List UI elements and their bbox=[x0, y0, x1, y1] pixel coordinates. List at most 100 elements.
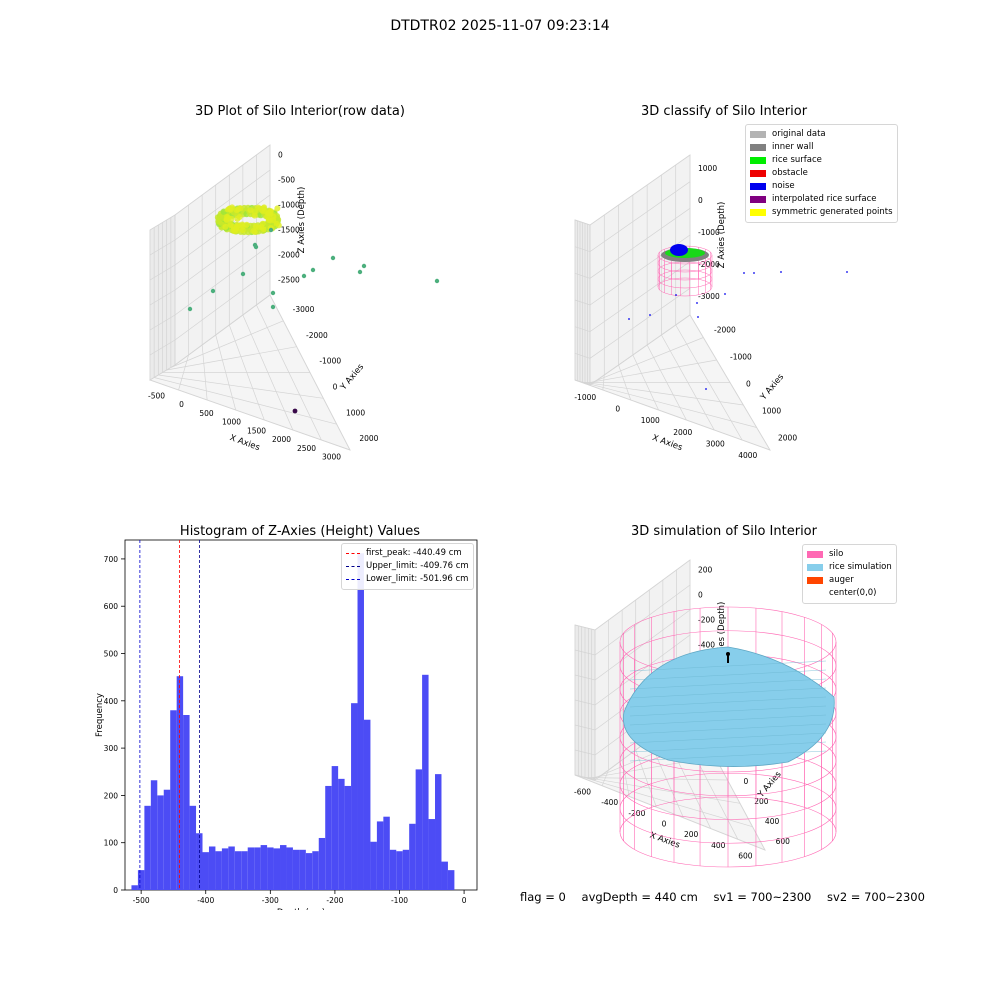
flag-text: flag = 0 bbox=[520, 890, 566, 904]
histogram-bar bbox=[190, 806, 196, 890]
y-axis-label: Y Axies bbox=[756, 769, 784, 800]
outlier-point bbox=[188, 307, 192, 311]
legend-interpolated: interpolated rice surface bbox=[750, 193, 893, 206]
outlier-point bbox=[293, 409, 298, 414]
rice-point bbox=[252, 229, 258, 235]
histogram-bar bbox=[131, 885, 137, 890]
y-tick-label: 0 bbox=[333, 382, 338, 391]
x-axis-label: X Axies bbox=[228, 433, 261, 453]
noise-point bbox=[628, 318, 630, 320]
histogram-bar bbox=[364, 720, 370, 890]
outlier-point bbox=[271, 305, 275, 309]
x-tick-label: 400 bbox=[711, 841, 726, 850]
y-tick-label: -2000 bbox=[306, 331, 328, 340]
legend-noise: noise bbox=[750, 180, 893, 193]
noise-point bbox=[696, 302, 698, 304]
y-tick-label: 2000 bbox=[359, 434, 378, 443]
x-tick-label: -1000 bbox=[574, 393, 596, 402]
legend-original: original data bbox=[750, 128, 893, 141]
outlier-point bbox=[311, 268, 315, 272]
histogram-bar bbox=[209, 846, 215, 890]
y-tick-label: 1000 bbox=[762, 407, 781, 416]
rice-point bbox=[234, 216, 240, 222]
center-marker bbox=[726, 652, 730, 656]
noise-point bbox=[697, 316, 699, 318]
panel4-3d-simulation: -600-400-2000200400600-600-400-200020040… bbox=[500, 530, 1000, 890]
rice-point bbox=[237, 206, 243, 212]
noise-point bbox=[753, 272, 755, 274]
histogram-bar bbox=[151, 780, 157, 890]
histogram-bar bbox=[138, 870, 144, 890]
y-tick-label: 0 bbox=[746, 380, 751, 389]
outlier-point bbox=[331, 256, 335, 260]
y-tick-label: -1000 bbox=[319, 357, 341, 366]
y-tick-label: 100 bbox=[104, 839, 119, 848]
rice-point bbox=[240, 224, 246, 230]
outlier-point bbox=[362, 264, 366, 268]
legend-lower-limit: Lower_limit: -501.96 cm bbox=[346, 573, 469, 586]
noise-point bbox=[846, 271, 848, 273]
y-tick-label: 400 bbox=[104, 697, 119, 706]
z-tick-label: 0 bbox=[278, 151, 283, 160]
histogram-bar bbox=[409, 824, 415, 890]
histogram-bar bbox=[416, 769, 422, 890]
rice-point bbox=[268, 211, 274, 217]
z-tick-label: -3000 bbox=[698, 292, 720, 301]
histogram-bar bbox=[345, 786, 351, 890]
noise-point bbox=[724, 293, 726, 295]
y-tick-label: 600 bbox=[104, 602, 119, 611]
x-tick-label: 0 bbox=[615, 405, 620, 414]
y-tick-label: 500 bbox=[104, 650, 119, 659]
rice-point bbox=[276, 222, 282, 228]
outlier-point bbox=[271, 291, 275, 295]
z-tick-label: 0 bbox=[698, 196, 703, 205]
x-tick-label: 600 bbox=[738, 852, 753, 861]
noise-points bbox=[670, 244, 688, 256]
panel2-legend: original data inner wall rice surface ob… bbox=[745, 124, 898, 223]
legend-symmetric: symmetric generated points bbox=[750, 206, 893, 219]
x-tick-label: -400 bbox=[601, 798, 618, 807]
x-tick-label: 0 bbox=[662, 820, 667, 829]
panel3-legend: first_peak: -440.49 cm Upper_limit: -409… bbox=[341, 543, 474, 590]
histogram-bar bbox=[325, 786, 331, 890]
x-tick-label: 4000 bbox=[738, 451, 757, 460]
y-tick-label: 0 bbox=[744, 777, 749, 786]
y-tick-label: 400 bbox=[765, 817, 780, 826]
legend-rice-simulation: rice simulation bbox=[807, 561, 892, 574]
histogram-bar bbox=[358, 553, 364, 890]
x-axis-label: Depth (cm) bbox=[277, 908, 325, 910]
legend-first-peak: first_peak: -440.49 cm bbox=[346, 547, 469, 560]
x-tick-label: -100 bbox=[391, 896, 408, 905]
z-tick-label: -200 bbox=[698, 616, 715, 625]
outlier-point bbox=[211, 289, 215, 293]
y-tick-label: 2000 bbox=[778, 434, 797, 443]
rice-point bbox=[227, 206, 233, 212]
histogram-bar bbox=[241, 851, 247, 890]
x-tick-label: -500 bbox=[148, 391, 165, 400]
noise-point bbox=[780, 271, 782, 273]
histogram-bar bbox=[170, 710, 176, 890]
legend-rice-surface: rice surface bbox=[750, 154, 893, 167]
x-tick-label: 500 bbox=[199, 409, 214, 418]
histogram-bar bbox=[203, 852, 209, 890]
histogram-bar bbox=[144, 806, 150, 890]
y-tick-label: 300 bbox=[104, 744, 119, 753]
y-tick-label: 0 bbox=[113, 886, 118, 895]
x-tick-label: -400 bbox=[197, 896, 214, 905]
rice-point bbox=[261, 204, 267, 210]
x-tick-label: -300 bbox=[262, 896, 279, 905]
x-tick-label: 2000 bbox=[272, 435, 291, 444]
x-tick-label: 3000 bbox=[706, 440, 725, 449]
y-tick-label: 700 bbox=[104, 555, 119, 564]
legend-silo: silo bbox=[807, 548, 892, 561]
panel1-3d-raw-plot: -500 0 500 1000 1500 2000 2500 3000 -3000 -2000 -1… bbox=[0, 125, 500, 545]
histogram-bar bbox=[228, 846, 234, 890]
y-axis-label: Y Axies bbox=[758, 372, 786, 403]
rice-point bbox=[234, 224, 240, 230]
z-tick-label: 200 bbox=[698, 566, 713, 575]
figure-title: DTDTR02 2025-11-07 09:23:14 bbox=[0, 18, 1000, 34]
histogram-bar bbox=[422, 675, 428, 890]
histogram-bar bbox=[254, 847, 260, 890]
x-tick-label: -500 bbox=[133, 896, 150, 905]
histogram-bar bbox=[286, 847, 292, 890]
